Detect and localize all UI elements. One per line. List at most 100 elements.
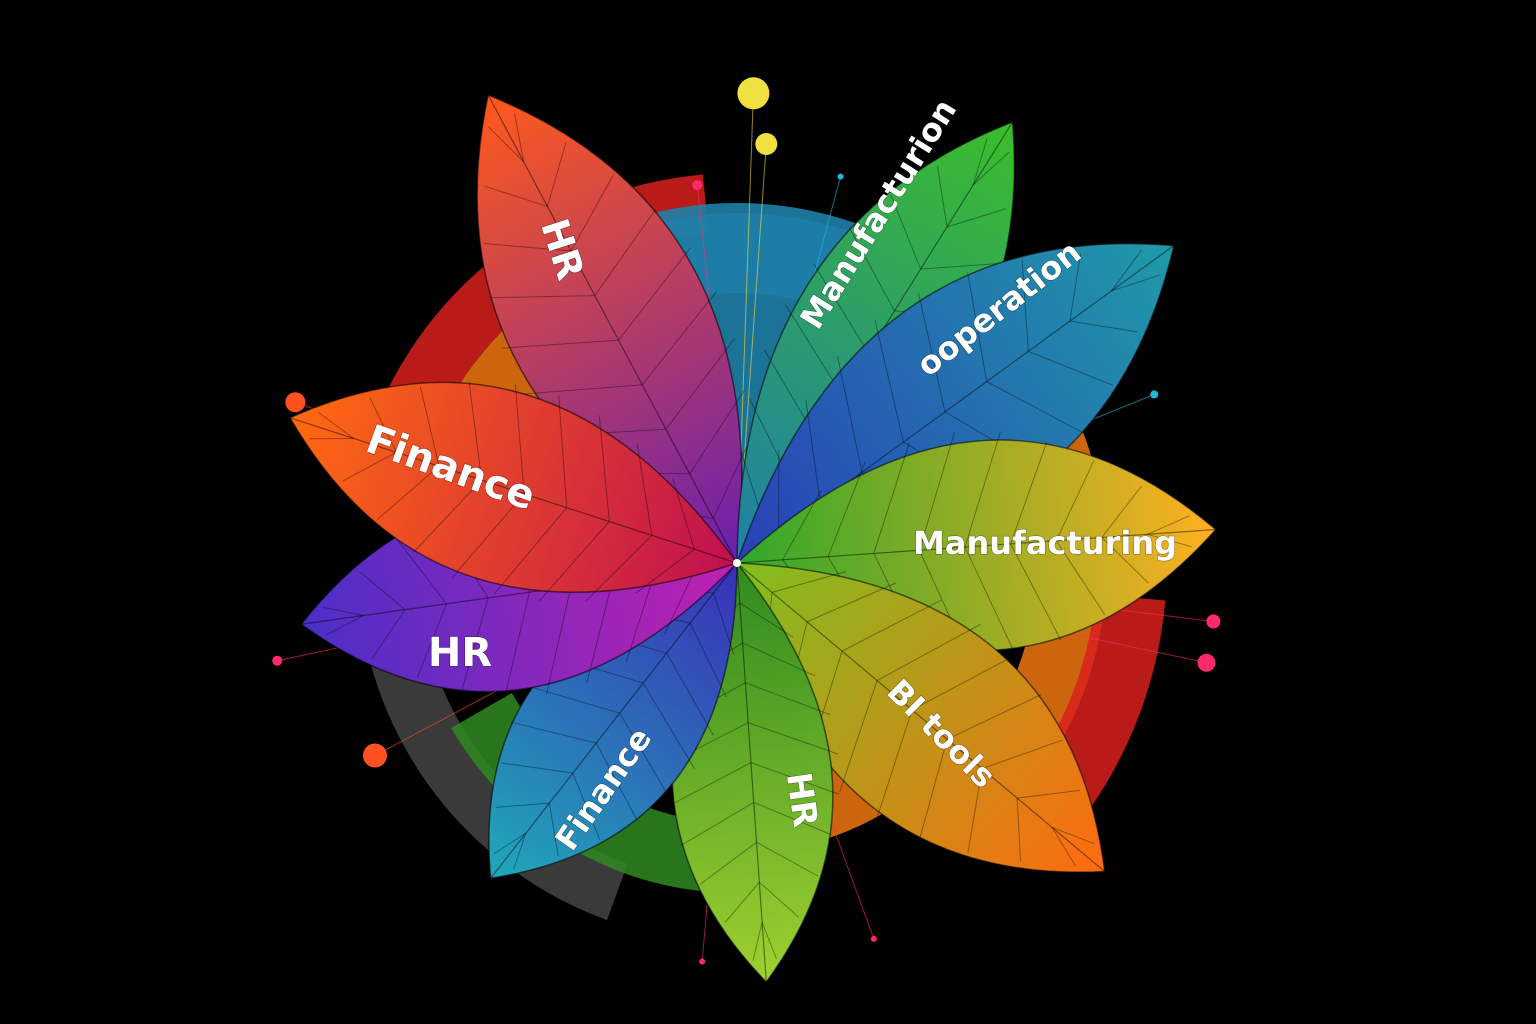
leaf-vein xyxy=(841,599,942,652)
leaf-vein xyxy=(911,655,1015,711)
leaf-vein xyxy=(1028,350,1114,386)
leaf-vein xyxy=(1101,485,1142,538)
leaf-vein xyxy=(359,571,406,611)
leaf-vein xyxy=(594,208,657,296)
leaf-vein xyxy=(369,397,397,453)
leaf-vein xyxy=(972,151,1010,186)
leaf-vein xyxy=(689,390,745,475)
leaf-vein xyxy=(586,580,613,684)
leaf-vein xyxy=(460,597,489,693)
leaf-vein xyxy=(936,165,948,228)
leaf-vein xyxy=(546,142,567,207)
leaf-petal xyxy=(736,562,1106,873)
leaf-vein xyxy=(545,586,572,696)
leaf-vein xyxy=(635,548,695,594)
spark-dot xyxy=(1206,614,1221,629)
leaf-vein xyxy=(713,592,735,655)
leaf-vein xyxy=(419,386,440,467)
leaf-vein xyxy=(483,242,572,252)
leaf-vein xyxy=(964,431,1001,548)
spark-dot xyxy=(285,392,306,413)
leaf-vein xyxy=(664,568,696,635)
leaf-vein xyxy=(967,272,988,382)
leaf-vein xyxy=(641,290,718,386)
leaf-vein xyxy=(1101,537,1149,584)
leaf-vein xyxy=(946,694,1042,740)
leaf-vein xyxy=(1055,540,1106,616)
leaf-vein xyxy=(750,762,840,795)
leaf-vein xyxy=(876,709,913,820)
leaf-vein xyxy=(848,227,895,312)
leaf-vein xyxy=(782,490,822,561)
leaf-vein xyxy=(964,546,1017,657)
leaf-vein xyxy=(538,521,610,602)
spark-dot xyxy=(837,173,844,180)
leaf-vein xyxy=(514,384,525,494)
leaf-vein xyxy=(839,680,878,793)
leaf-vein xyxy=(873,442,910,554)
leaf-vein xyxy=(493,507,568,595)
leaf-vein xyxy=(739,602,794,638)
leaf-label: HR xyxy=(428,630,492,676)
leaf-vein xyxy=(805,399,821,503)
spark-dot xyxy=(1197,653,1216,672)
leaf-vein xyxy=(724,881,760,923)
leaf-vein xyxy=(668,762,752,807)
leaf-vein xyxy=(548,803,559,856)
leaf-vein xyxy=(919,739,948,840)
leaf-vein xyxy=(493,832,527,855)
leaf-vein xyxy=(890,195,922,270)
leaf-vein xyxy=(484,185,548,207)
leaf-vein xyxy=(1021,260,1029,352)
spark-dot xyxy=(699,958,706,965)
leaf-petal xyxy=(288,381,739,602)
leaf-vein xyxy=(558,395,568,508)
leaf-vein xyxy=(1017,789,1081,799)
leaf-vein xyxy=(756,841,819,877)
leaf-vein xyxy=(595,742,638,822)
leaf-vein xyxy=(416,603,447,679)
spark-dot xyxy=(870,935,877,942)
leaf-petal xyxy=(476,94,748,565)
leaf-vein xyxy=(570,174,615,252)
leaf-vein xyxy=(771,571,846,593)
leaf-vein xyxy=(1016,798,1022,862)
leaf-vein xyxy=(981,739,1063,770)
leaf-vein xyxy=(666,652,714,736)
leaf-vein xyxy=(1051,827,1077,867)
center-node xyxy=(733,559,741,567)
leaf-vein xyxy=(761,921,777,960)
leaf-vein xyxy=(1147,515,1190,535)
leaf-vein xyxy=(753,801,832,836)
leaf-vein xyxy=(625,574,655,663)
leaf-vein xyxy=(618,247,691,341)
spark-dot xyxy=(272,655,283,666)
leaf-vein xyxy=(487,126,525,163)
leaf-vein xyxy=(452,493,525,578)
leaf-vein xyxy=(397,539,447,605)
leaf-vein xyxy=(525,685,620,714)
leaf-vein xyxy=(371,609,406,659)
leaf-vein xyxy=(837,356,863,473)
leaf-vein xyxy=(745,682,831,716)
spark-dot xyxy=(737,77,770,110)
leaf-vein xyxy=(712,446,748,519)
leaf-midrib xyxy=(736,562,767,983)
leaf-vein xyxy=(918,432,955,551)
leaf-vein xyxy=(501,339,619,349)
leaf-vein xyxy=(1111,249,1143,292)
spark-dot xyxy=(362,743,387,768)
leaf-vein xyxy=(513,833,527,870)
leaf-vein xyxy=(972,138,988,186)
leaf-midrib xyxy=(736,528,1216,564)
leaf-vein xyxy=(501,762,573,774)
leaf-vein xyxy=(642,682,695,770)
leaf-vein xyxy=(619,712,670,798)
leaf-vein xyxy=(489,295,595,299)
spark-dot xyxy=(755,133,778,156)
spark-dot xyxy=(1150,390,1159,399)
leaf-midrib xyxy=(490,562,738,879)
leaf-vein xyxy=(1010,441,1048,545)
leaf-vein xyxy=(598,415,610,522)
